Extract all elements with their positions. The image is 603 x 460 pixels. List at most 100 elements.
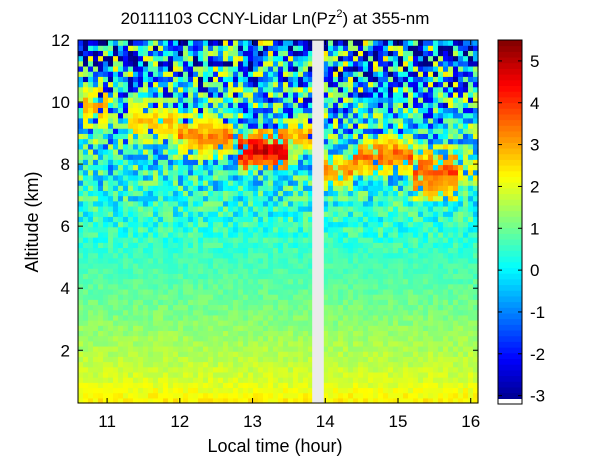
heatmap-cell xyxy=(298,205,304,212)
heatmap-cell xyxy=(408,180,414,186)
heatmap-cell xyxy=(133,60,139,67)
heatmap-cell xyxy=(293,50,299,57)
heatmap-cell xyxy=(243,81,249,88)
heatmap-cell xyxy=(228,180,234,186)
heatmap-cell xyxy=(113,361,119,368)
heatmap-cell xyxy=(153,237,159,243)
heatmap-cell xyxy=(113,190,119,197)
heatmap-cell xyxy=(223,128,229,134)
heatmap-cell xyxy=(178,304,184,311)
heatmap-cell xyxy=(333,86,339,93)
heatmap-cell xyxy=(353,283,359,290)
heatmap-cell xyxy=(163,242,169,249)
heatmap-cell xyxy=(413,221,419,228)
heatmap-cell xyxy=(408,169,414,176)
heatmap-cell xyxy=(378,294,384,300)
heatmap-cell xyxy=(213,195,219,202)
heatmap-cell xyxy=(183,387,189,394)
heatmap-cell xyxy=(173,299,179,306)
heatmap-cell xyxy=(118,154,124,160)
heatmap-cell xyxy=(138,71,144,77)
heatmap-cell xyxy=(293,40,299,46)
heatmap-cell xyxy=(338,345,344,352)
heatmap-cell xyxy=(183,330,189,337)
heatmap-cell xyxy=(278,76,284,83)
heatmap-cell xyxy=(198,211,204,217)
heatmap-cell xyxy=(368,320,374,326)
heatmap-cell xyxy=(203,60,209,67)
heatmap-cell xyxy=(203,226,209,233)
heatmap-cell xyxy=(283,97,289,103)
heatmap-cell xyxy=(358,314,364,321)
heatmap-cell xyxy=(348,205,354,212)
heatmap-cell xyxy=(358,102,364,109)
heatmap-cell xyxy=(123,216,129,223)
heatmap-cell xyxy=(278,97,284,103)
heatmap-cell xyxy=(413,164,419,171)
heatmap-cell xyxy=(403,180,409,186)
heatmap-cell xyxy=(103,102,109,109)
heatmap-cell xyxy=(293,71,299,77)
heatmap-cell xyxy=(333,226,339,233)
heatmap-cell xyxy=(328,268,334,274)
heatmap-cell xyxy=(393,60,399,67)
heatmap-cell xyxy=(138,242,144,249)
heatmap-cell xyxy=(138,397,144,404)
heatmap-cell xyxy=(348,174,354,181)
heatmap-cell xyxy=(178,330,184,337)
heatmap-cell xyxy=(353,278,359,285)
heatmap-cell xyxy=(93,45,99,51)
heatmap-cell xyxy=(333,40,339,46)
heatmap-cell xyxy=(83,117,89,124)
heatmap-cell xyxy=(273,107,279,114)
heatmap-cell xyxy=(173,335,179,342)
heatmap-cell xyxy=(393,237,399,243)
heatmap-cell xyxy=(353,190,359,197)
heatmap-cell xyxy=(83,86,89,93)
heatmap-cell xyxy=(308,138,314,145)
heatmap-cell xyxy=(388,387,394,394)
heatmap-cell xyxy=(268,138,274,145)
heatmap-cell xyxy=(343,81,349,88)
heatmap-cell xyxy=(83,169,89,176)
heatmap-cell xyxy=(373,237,379,243)
heatmap-cell xyxy=(278,330,284,337)
heatmap-cell xyxy=(188,294,194,300)
heatmap-cell xyxy=(353,387,359,394)
heatmap-cell xyxy=(418,122,424,129)
heatmap-cell xyxy=(163,180,169,186)
heatmap-cell xyxy=(168,382,174,389)
heatmap-cell xyxy=(273,117,279,124)
heatmap-cell xyxy=(288,138,294,145)
heatmap-cell xyxy=(308,320,314,326)
heatmap-cell xyxy=(83,278,89,285)
heatmap-cell xyxy=(203,55,209,62)
heatmap-cell xyxy=(403,299,409,306)
heatmap-cell xyxy=(78,304,84,311)
heatmap-cell xyxy=(353,86,359,93)
heatmap-cell xyxy=(303,107,309,114)
heatmap-cell xyxy=(308,211,314,217)
heatmap-cell xyxy=(213,377,219,383)
heatmap-cell xyxy=(168,325,174,331)
heatmap-cell xyxy=(363,97,369,103)
heatmap-cell xyxy=(198,262,204,269)
chart-title-suffix: ) at 355-nm xyxy=(342,9,429,28)
heatmap-cell xyxy=(303,102,309,109)
heatmap-cell xyxy=(308,185,314,191)
heatmap-cell xyxy=(183,107,189,114)
heatmap-cell xyxy=(193,371,199,378)
heatmap-cell xyxy=(363,262,369,269)
heatmap-cell xyxy=(413,335,419,342)
heatmap-cell xyxy=(228,211,234,217)
heatmap-cell xyxy=(123,377,129,383)
heatmap-cell xyxy=(233,278,239,285)
heatmap-cell xyxy=(353,40,359,46)
heatmap-cell xyxy=(283,91,289,98)
heatmap-cell xyxy=(303,345,309,352)
heatmap-cell xyxy=(143,351,149,357)
heatmap-cell xyxy=(208,133,214,140)
heatmap-cell xyxy=(388,211,394,217)
heatmap-cell xyxy=(343,174,349,181)
heatmap-cell xyxy=(133,154,139,160)
